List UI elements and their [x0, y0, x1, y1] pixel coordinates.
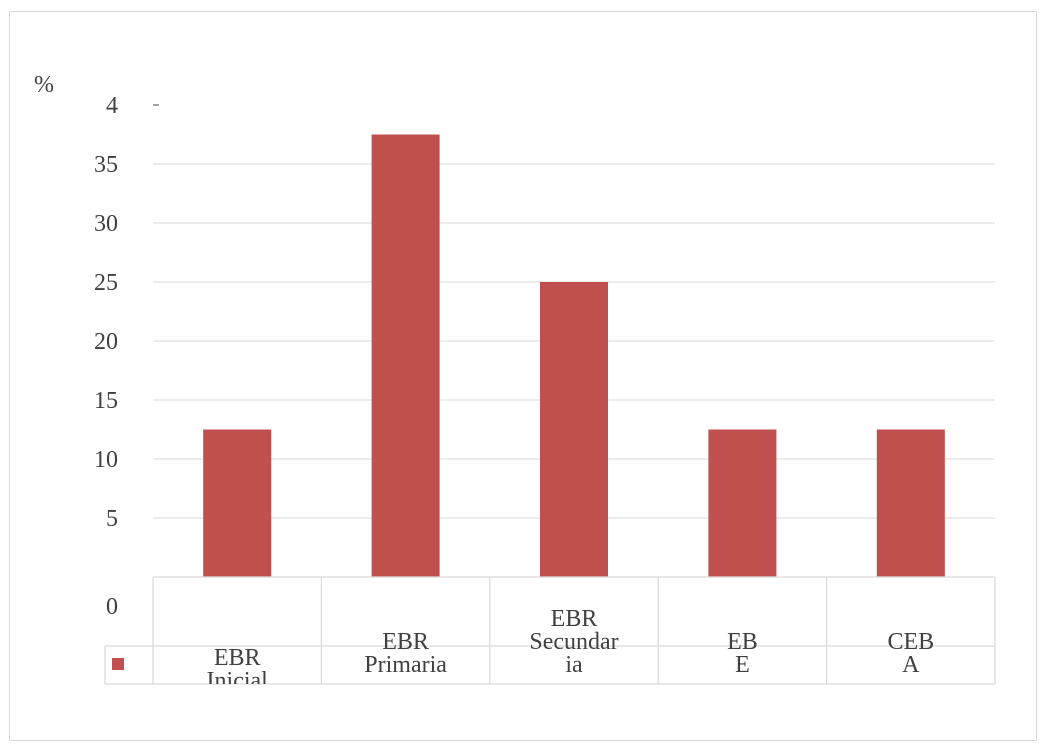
category-label: EBR Inicial: [207, 645, 269, 694]
bar: [371, 134, 440, 577]
category-labels: EBR Inicial EBR Primaria EBR Secundar ia EB E CEB…: [207, 606, 935, 694]
y-tick-label: 0: [106, 594, 118, 620]
y-tick-label: 30: [94, 211, 118, 237]
category-label: CEB A: [887, 629, 934, 678]
chart-frame: % 0 5 10 15 20 25 30 35 4 EBR Inicial EBR Primaria E…: [9, 11, 1037, 741]
data-table: EBR Inicial EBR Primaria EBR Secundar ia EB E CEB…: [104, 576, 996, 694]
y-tick-label: 5: [106, 506, 118, 532]
y-tick-label: 35: [94, 152, 118, 178]
bar: [876, 429, 945, 577]
category-label: EB E: [727, 629, 758, 678]
bar: [540, 282, 608, 577]
y-tick-label: 15: [94, 388, 118, 414]
bar: [708, 429, 777, 577]
category-label: EBR Primaria: [364, 629, 447, 678]
y-tick-label: 10: [94, 447, 118, 473]
y-tick-labels: 0 5 10 15 20 25 30 35 4: [94, 93, 118, 620]
category-label: EBR Secundar ia: [529, 606, 618, 678]
bars: [203, 134, 945, 577]
legend-marker: [112, 658, 124, 670]
y-axis-unit-label: %: [34, 72, 54, 98]
y-tick-label: 4: [106, 93, 118, 119]
bar: [203, 429, 272, 577]
y-tick-label: 25: [94, 270, 118, 296]
y-tick-label: 20: [94, 329, 118, 355]
